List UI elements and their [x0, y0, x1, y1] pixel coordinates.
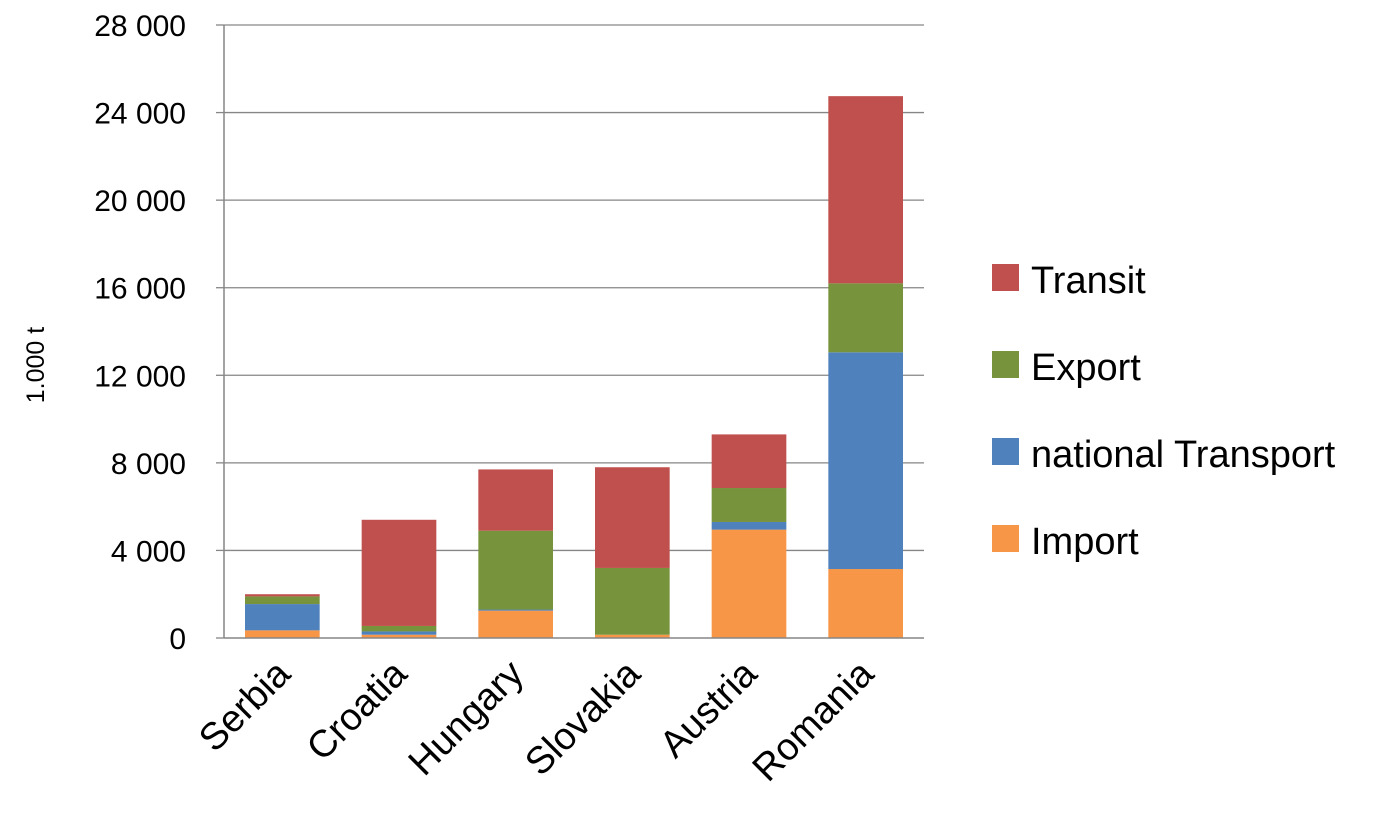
x-tick-label: Croatia	[299, 652, 416, 769]
bar-segment-export-slovakia	[595, 567, 670, 635]
bar-segment-export-hungary	[478, 530, 553, 610]
bar-segment-national-transport-serbia	[245, 604, 320, 631]
x-tick-label: Slovakia	[517, 652, 649, 784]
legend-label: Export	[1031, 347, 1141, 389]
legend-swatch	[992, 438, 1019, 465]
bar-segment-import-romania	[828, 569, 903, 638]
x-tick-label: Hungary	[401, 653, 532, 784]
y-tick-label: 8 000	[111, 448, 186, 481]
legend-swatch	[992, 264, 1019, 291]
bar-segment-transit-croatia	[361, 519, 437, 626]
x-tick-label: Serbia	[191, 652, 299, 760]
bar-segment-transit-slovakia	[595, 467, 670, 568]
bar-segment-export-croatia	[361, 625, 437, 632]
y-tick-label: 28 000	[94, 10, 186, 43]
bar-segment-national-transport-romania	[828, 352, 903, 570]
bar-segment-transit-romania	[828, 96, 903, 284]
legend-label: Import	[1031, 521, 1139, 563]
y-axis-ticks: 0 4 000 8 000 12 000 16 000 20 000 24 000 28 00…	[94, 10, 224, 656]
bar-segment-transit-serbia	[245, 594, 320, 597]
bar-segment-import-austria	[711, 529, 787, 638]
bar-segment-national-transport-croatia	[361, 631, 437, 635]
gridlines	[224, 24, 924, 552]
bars	[245, 96, 903, 638]
bar-segment-import-croatia	[361, 634, 437, 638]
y-tick-label: 0	[169, 623, 186, 656]
bar-segment-national-transport-austria	[711, 521, 787, 530]
legend: Transit Export national Transport Import	[992, 260, 1336, 563]
bar-segment-import-slovakia	[595, 634, 670, 638]
x-tick-label: Romania	[745, 652, 883, 790]
y-tick-label: 24 000	[94, 98, 186, 131]
bar-segment-transit-hungary	[478, 469, 553, 531]
y-tick-label: 20 000	[94, 185, 186, 218]
bar-segment-export-austria	[711, 488, 787, 522]
y-tick-label: 4 000	[111, 535, 186, 568]
bar-segment-export-romania	[828, 283, 903, 353]
legend-swatch	[992, 351, 1019, 378]
bar-segment-national-transport-hungary	[478, 609, 553, 611]
bar-segment-transit-austria	[711, 434, 787, 489]
legend-swatch	[992, 525, 1019, 552]
y-axis-label: 1.000 t	[22, 327, 50, 404]
y-tick-label: 16 000	[94, 273, 186, 306]
y-tick-label: 12 000	[94, 360, 186, 393]
legend-label: Transit	[1031, 260, 1146, 302]
legend-label: national Transport	[1031, 434, 1336, 476]
bar-segment-export-serbia	[245, 596, 320, 605]
bar-segment-import-serbia	[245, 630, 320, 638]
bar-segment-import-hungary	[478, 610, 553, 638]
x-tick-label: Austria	[652, 652, 766, 766]
